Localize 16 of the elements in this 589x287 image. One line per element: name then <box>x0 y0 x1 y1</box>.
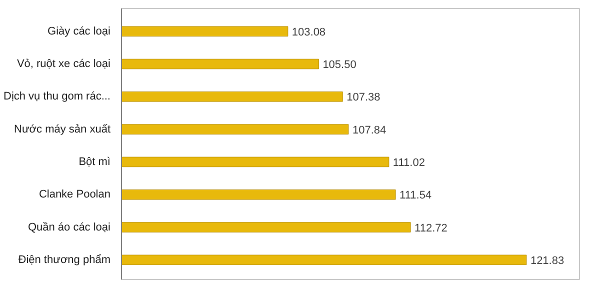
y-tick-label: Quần áo các loại <box>28 221 111 234</box>
y-tick-label: Vỏ, ruột xe các loại <box>16 58 111 70</box>
y-tick-label: Clanke Poolan <box>38 188 111 201</box>
y-tick-label: Nước máy sản xuất <box>14 123 111 136</box>
data-label: 105.50 <box>322 59 356 72</box>
y-tick-label: Giày các loại <box>48 25 111 38</box>
data-label: 121.83 <box>530 254 564 267</box>
y-tick-label: Dịch vụ thu gom rác... <box>4 90 111 103</box>
data-label: 107.84 <box>352 124 386 136</box>
data-label: 111.54 <box>400 190 432 202</box>
data-label: 107.38 <box>346 92 380 104</box>
data-label: 103.08 <box>292 26 326 38</box>
y-tick-label: Điện thương phẩm <box>18 254 111 266</box>
data-label: 112.72 <box>414 222 448 234</box>
data-label: 111.02 <box>392 156 425 169</box>
y-tick-label: Bột mì <box>78 156 111 168</box>
